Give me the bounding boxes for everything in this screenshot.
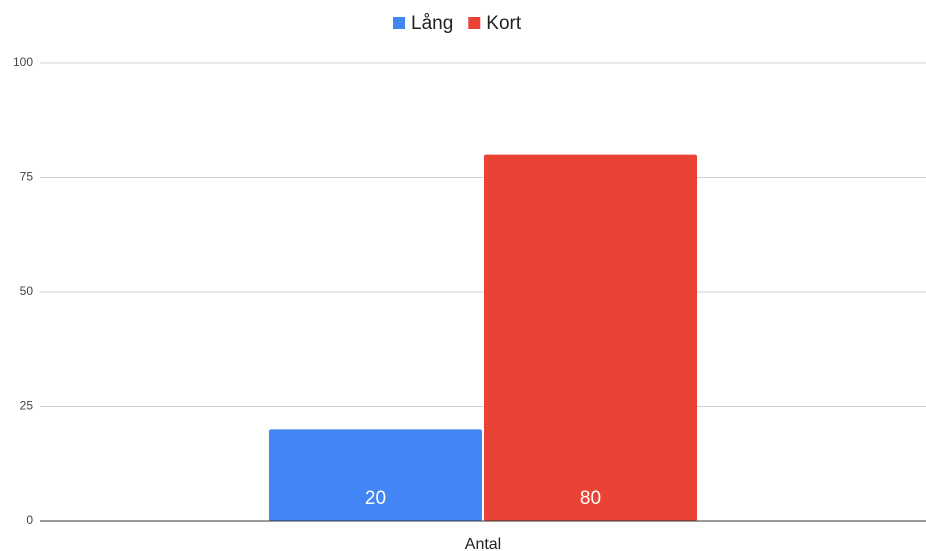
x-tick-label: Antal xyxy=(465,536,501,551)
legend-swatch xyxy=(468,17,481,29)
y-tick-label: 25 xyxy=(20,399,34,413)
data-label: 20 xyxy=(365,488,386,509)
y-tick-label: 0 xyxy=(26,513,33,527)
y-tick-label: 50 xyxy=(20,284,34,298)
y-tick-label: 100 xyxy=(13,55,33,69)
y-tick-label: 75 xyxy=(20,170,34,184)
legend-label: Kort xyxy=(486,13,522,34)
bar xyxy=(484,154,697,521)
legend-label: Lång xyxy=(411,13,453,34)
legend-swatch xyxy=(393,17,405,29)
data-label: 80 xyxy=(580,488,601,509)
bar xyxy=(269,429,482,521)
